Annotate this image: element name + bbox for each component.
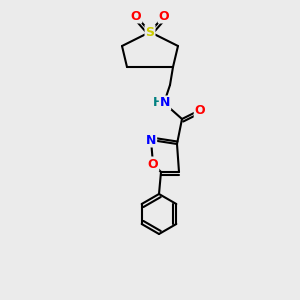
- Text: N: N: [146, 134, 156, 146]
- Text: O: O: [131, 10, 141, 22]
- Text: S: S: [146, 26, 154, 38]
- Text: O: O: [159, 10, 169, 22]
- Text: H: H: [153, 97, 163, 110]
- Text: O: O: [148, 158, 158, 170]
- Text: N: N: [160, 97, 170, 110]
- Text: O: O: [195, 104, 205, 118]
